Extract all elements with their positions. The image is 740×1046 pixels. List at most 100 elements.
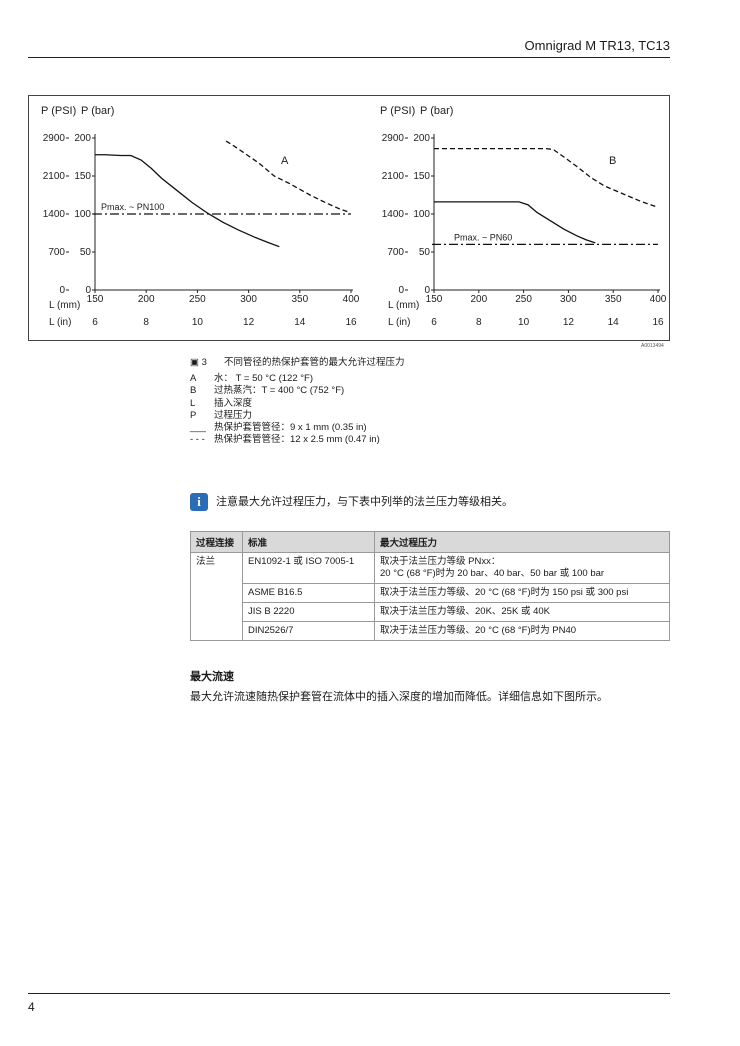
series-solid-line <box>434 201 596 244</box>
x-axis-title-in: L (in) <box>49 317 71 328</box>
page-number: 4 <box>28 1000 35 1014</box>
x-tick-label-mm: 400 <box>343 294 360 305</box>
table-row: DIN2526/7 取决于法兰压力等级、20 °C (68 °F)时为 PN40 <box>191 621 670 641</box>
pressure-table: 过程连接 标准 最大过程压力 法兰 EN1092-1 或 ISO 7005-1 … <box>190 531 670 641</box>
y-tick-label-psi: 1400 <box>43 209 66 220</box>
table-header: 标准 <box>242 531 375 553</box>
y-tick-label-psi: 2900 <box>382 133 405 144</box>
legend-text: 过热蒸汽：T = 400 °C (752 °F) <box>214 385 345 397</box>
y-tick-label-bar: 0 <box>424 285 430 296</box>
x-tick-label-mm: 350 <box>605 294 622 305</box>
legend-text: 热保护套管管径：9 x 1 mm (0.35 in) <box>214 422 367 434</box>
table-cell-pressure: 取决于法兰压力等级、20K、25K 或 40K <box>374 602 670 622</box>
legend-row: ___ 热保护套管管径：9 x 1 mm (0.35 in) <box>190 422 380 434</box>
x-tick-label-mm: 300 <box>240 294 257 305</box>
info-icon: i <box>190 493 208 511</box>
y-tick-label-bar: 150 <box>413 171 430 182</box>
table-cell-standard: JIS B 2220 <box>242 602 375 622</box>
y-tick-label-psi: 0 <box>59 285 65 296</box>
legend-row: L 插入深度 <box>190 398 380 410</box>
series-dashed-line <box>434 147 656 208</box>
y-tick-label-psi: 2900 <box>43 133 66 144</box>
header-rule <box>28 57 670 58</box>
legend-text: 水： T = 50 °C (122 °F) <box>214 373 314 384</box>
legend-key: B <box>190 385 197 397</box>
y-axis-title-psi: P (PSI) <box>41 105 76 117</box>
x-tick-label-mm: 300 <box>560 294 577 305</box>
figure-number: 3 <box>201 357 207 368</box>
table-cell-pressure: 取决于法兰压力等级 PNxx： 20 °C (68 °F)时为 20 bar、40… <box>374 552 670 584</box>
y-tick-label-bar: 50 <box>80 247 92 258</box>
legend-key: P <box>190 409 197 421</box>
x-tick-label-in: 16 <box>345 317 357 328</box>
x-tick-label-in: 12 <box>243 317 255 328</box>
x-axis-title-in: L (in) <box>388 317 410 328</box>
y-tick-label-bar: 150 <box>74 171 91 182</box>
legend-key: ___ <box>190 422 206 434</box>
pressure-line: 20 °C (68 °F)时为 20 bar、40 bar、50 bar 或 1… <box>380 568 605 579</box>
section-body: 最大允许流速随热保护套管在流体中的插入深度的增加而降低。详细信息如下图所示。 <box>190 691 608 703</box>
y-tick-label-bar: 50 <box>419 247 431 258</box>
y-axis-title-bar: P (bar) <box>81 105 114 117</box>
legend-row: B 过热蒸汽：T = 400 °C (752 °F) <box>190 385 380 397</box>
y-tick-label-bar: 0 <box>85 285 91 296</box>
table-cell-standard: DIN2526/7 <box>242 621 375 641</box>
table-cell-pressure: 取决于法兰压力等级、20 °C (68 °F)时为 150 psi 或 300 … <box>374 583 670 603</box>
x-tick-label-in: 12 <box>563 317 575 328</box>
info-note: i 注意最大允许过程压力，与下表中列举的法兰压力等级相关。 <box>190 493 513 511</box>
table-row: ASME B16.5 取决于法兰压力等级、20 °C (68 °F)时为 150… <box>191 583 670 603</box>
series-solid-line <box>95 154 280 248</box>
info-note-text: 注意最大允许过程压力，与下表中列举的法兰压力等级相关。 <box>216 496 513 508</box>
x-tick-label-mm: 350 <box>291 294 308 305</box>
legend-key: - - - <box>190 434 205 446</box>
x-tick-label-mm: 200 <box>138 294 155 305</box>
table-header-row: 过程连接 标准 最大过程压力 <box>190 531 670 553</box>
y-tick-label-bar: 100 <box>413 209 430 220</box>
footer-rule <box>28 993 670 994</box>
reference-label: Pmax. ~ PN60 <box>454 232 512 242</box>
x-tick-label-mm: 250 <box>189 294 206 305</box>
y-axis-title-bar: P (bar) <box>420 105 453 117</box>
y-tick-label-psi: 1400 <box>382 209 405 220</box>
chart-panel-label: B <box>609 155 616 167</box>
x-tick-label-in: 10 <box>518 317 530 328</box>
x-tick-label-in: 8 <box>476 317 482 328</box>
x-tick-label-in: 10 <box>192 317 204 328</box>
y-tick-label-bar: 100 <box>74 209 91 220</box>
reference-label: Pmax. ~ PN100 <box>101 202 164 212</box>
document-title: Omnigrad M TR13, TC13 <box>524 38 670 53</box>
x-tick-label-in: 6 <box>431 317 437 328</box>
figure-caption-text: 不同管径的热保护套管的最大允许过程压力 <box>224 357 405 368</box>
table-cell-standard: ASME B16.5 <box>242 583 375 603</box>
x-tick-label-in: 6 <box>92 317 98 328</box>
section-title: 最大流速 <box>190 671 234 683</box>
table-header: 最大过程压力 <box>374 531 670 553</box>
y-tick-label-psi: 700 <box>387 247 404 258</box>
figure-frame: P (PSI) P (bar) L (mm) L (in) 0 0 50 700 100 1400… <box>28 95 670 341</box>
x-tick-label-mm: 150 <box>426 294 443 305</box>
x-tick-label-mm: 200 <box>470 294 487 305</box>
legend-text: 热保护套管管径：12 x 2.5 mm (0.47 in) <box>214 434 380 446</box>
figure-icon: ▣ <box>190 357 199 368</box>
legend-row: P 过程压力 <box>190 410 380 422</box>
x-tick-label-in: 14 <box>608 317 620 328</box>
table-header: 过程连接 <box>190 531 243 553</box>
x-tick-label-mm: 250 <box>515 294 532 305</box>
x-tick-label-in: 8 <box>143 317 149 328</box>
legend-key: A <box>190 373 197 384</box>
y-tick-label-psi: 0 <box>398 285 404 296</box>
pressure-charts: P (PSI) P (bar)L (mm)L (in)00507001001400… <box>41 105 667 328</box>
figure-caption: ▣ 3 不同管径的热保护套管的最大允许过程压力 <box>190 354 405 368</box>
legend-text: 过程压力 <box>214 409 253 421</box>
x-axis-title-mm: L (mm) <box>49 300 80 311</box>
y-tick-label-bar: 200 <box>74 133 91 144</box>
legend-row: A 水： T = 50 °C (122 °F) <box>190 373 380 385</box>
table-cell-connection: 法兰 <box>190 552 243 641</box>
series-dashed-line <box>225 140 349 213</box>
y-tick-label-psi: 700 <box>48 247 65 258</box>
y-tick-label-psi: 2100 <box>43 171 66 182</box>
x-tick-label-mm: 150 <box>87 294 104 305</box>
legend-row: - - - 热保护套管管径：12 x 2.5 mm (0.47 in) <box>190 434 380 446</box>
table-cell-pressure: 取决于法兰压力等级、20 °C (68 °F)时为 PN40 <box>374 621 670 641</box>
table-row: JIS B 2220 取决于法兰压力等级、20K、25K 或 40K <box>191 602 670 622</box>
